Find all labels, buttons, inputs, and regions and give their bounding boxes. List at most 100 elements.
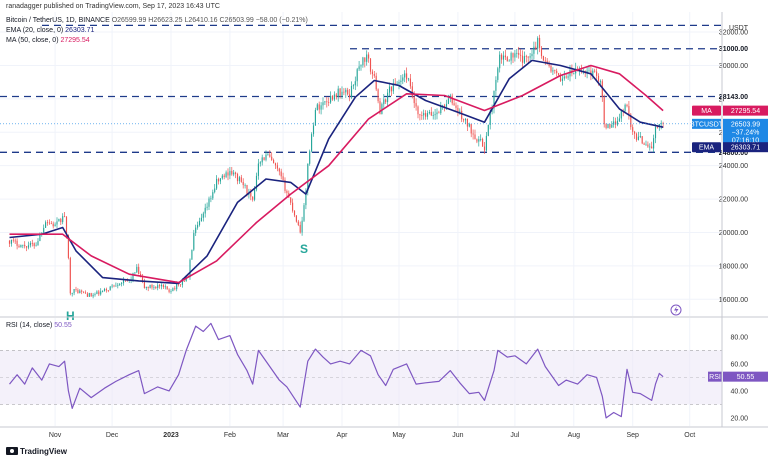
candle-body <box>466 118 468 127</box>
candle-body <box>461 110 463 120</box>
candle-body <box>202 213 204 218</box>
candle-body <box>468 124 470 127</box>
candle-body <box>445 103 448 107</box>
candle-body <box>255 175 258 190</box>
candle-body <box>573 73 575 75</box>
candle-body <box>45 222 47 228</box>
candle-body <box>155 286 157 289</box>
tradingview-logo[interactable]: TradingView <box>6 447 67 456</box>
candle-body <box>143 281 145 289</box>
candle-body <box>303 205 305 221</box>
candle-body <box>620 111 622 119</box>
y-tick-label: 32000.00 <box>719 30 748 37</box>
candle-body <box>314 109 316 126</box>
x-tick-label: Aug <box>568 432 581 439</box>
candle-body <box>56 221 58 225</box>
candle-body <box>546 60 548 64</box>
candle-body <box>425 113 427 117</box>
rsi-tag-value: 50.55 <box>737 374 755 381</box>
candle-body <box>508 60 510 62</box>
lightning-icon[interactable] <box>670 304 682 316</box>
candle-body <box>637 136 639 140</box>
candle-body <box>520 54 522 56</box>
candle-body <box>160 284 163 287</box>
candle-body <box>54 224 56 227</box>
rsi-legend[interactable]: RSI (14, close) 50.55 <box>6 322 72 329</box>
pattern-annotations: HS <box>66 242 308 323</box>
level-tag-bg <box>724 43 768 54</box>
x-tick-label: Nov <box>49 432 62 439</box>
candle-body <box>244 185 246 186</box>
candle-body <box>387 92 389 103</box>
candle-body <box>641 136 643 144</box>
candle-body <box>597 75 600 82</box>
candle-body <box>607 124 609 128</box>
candle-body <box>88 293 90 297</box>
candle-body <box>360 65 362 67</box>
candle-body <box>613 121 615 125</box>
level-tag-bg <box>724 91 768 102</box>
candle-body <box>26 246 28 248</box>
candle-body <box>392 83 394 92</box>
candle-body <box>643 143 645 145</box>
y-tick-label: 16000.00 <box>719 297 748 304</box>
candle-body <box>535 46 537 49</box>
candle-body <box>470 124 472 134</box>
candle-body <box>398 82 400 84</box>
candle-body <box>280 171 282 177</box>
candle-body <box>651 146 653 149</box>
symbol-legend: Bitcoin / TetherUS, 1D, BINANCE O26599.9… <box>6 17 308 24</box>
candle-body <box>495 79 497 91</box>
candle-body <box>240 177 242 182</box>
candle-body <box>474 134 476 140</box>
candle-body <box>191 249 193 260</box>
candle-body <box>502 55 505 60</box>
candle-body <box>616 120 619 125</box>
candle-body <box>290 197 292 203</box>
ma-legend[interactable]: MA (50, close, 0) 27295.54 <box>6 37 90 44</box>
candle-body <box>103 289 106 292</box>
ma-line <box>9 64 664 284</box>
ma-label: MA (50, close, 0) <box>6 37 59 44</box>
candle-body <box>225 172 227 177</box>
ema-legend[interactable]: EMA (20, close, 0) 26303.71 <box>6 27 94 34</box>
candle-body <box>301 220 303 233</box>
candle-body <box>84 292 87 294</box>
candle-body <box>58 219 60 222</box>
candle-body <box>170 291 172 292</box>
candle-body <box>115 285 117 287</box>
candle-body <box>615 121 617 125</box>
candle-body <box>73 289 75 294</box>
btc-tag-label-bg <box>692 118 721 129</box>
candle-body <box>257 163 259 176</box>
price-axis[interactable]: 16000.00 18000.00 20000.00 22000.00 24000.00… <box>719 25 749 304</box>
rsi-axis[interactable]: 20.00 40.00 60.00 80.00 <box>730 334 748 422</box>
candle-body <box>518 52 520 55</box>
candle-body <box>94 294 96 295</box>
candle-body <box>265 154 267 160</box>
candle-body <box>132 273 134 280</box>
time-axis[interactable]: Nov Dec 2023 Feb Mar Apr May Jun Jul Aug Sep Oct <box>49 432 695 439</box>
candle-body <box>102 291 104 292</box>
candle-body <box>489 111 491 125</box>
candle-body <box>430 111 432 116</box>
candle-body <box>119 283 121 285</box>
y-tick-label: 18000.00 <box>719 263 748 270</box>
candle-body <box>269 154 271 157</box>
candle-body <box>379 101 381 115</box>
candle-body <box>183 281 185 282</box>
candle-body <box>189 259 191 278</box>
candlesticks <box>8 34 664 299</box>
candle-body <box>254 189 256 200</box>
candle-body <box>366 54 368 62</box>
candle-body <box>200 217 202 222</box>
candle-body <box>592 70 594 76</box>
rsi-lines <box>9 322 664 419</box>
candle-body <box>550 65 552 72</box>
candle-body <box>417 106 419 115</box>
candle-body <box>645 144 647 146</box>
candle-body <box>216 178 218 189</box>
candle-body <box>271 156 273 160</box>
btc-tag-change: −37.24% <box>732 129 760 136</box>
